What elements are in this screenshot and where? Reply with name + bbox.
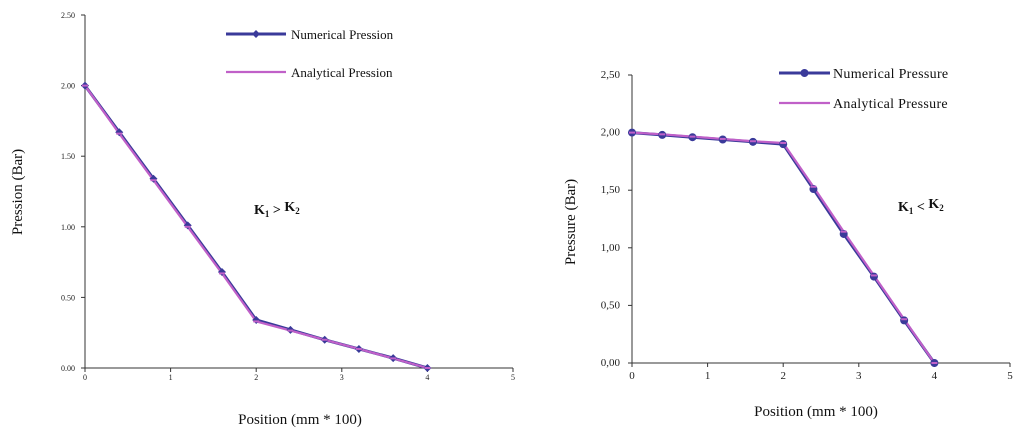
- x-tick-label: 4: [425, 373, 429, 382]
- annotation-text: K: [898, 200, 909, 215]
- x-tick-label: 3: [340, 373, 344, 382]
- x-tick-label: 2: [254, 373, 258, 382]
- annotation-text: <: [913, 200, 928, 215]
- annotation-subscript: 2: [295, 206, 300, 216]
- y-tick-label: 2.00: [61, 82, 75, 91]
- y-axis-label: Pressure (Bar): [563, 179, 579, 265]
- series-line: [631, 131, 936, 364]
- y-tick-label: 1,00: [601, 242, 621, 254]
- series-line: [84, 84, 428, 370]
- annotation-text: K: [254, 203, 265, 218]
- x-tick-label: 3: [856, 370, 862, 382]
- right-chart: 0,00 0,50 1,00 1,50 2,00 2,50 0 1 2 3 4 5 Position (…: [563, 67, 1013, 420]
- series-line: [631, 131, 936, 364]
- y-tick-label: 1,50: [601, 184, 621, 196]
- legend-marker: [800, 69, 809, 77]
- x-tick-label: 1: [705, 370, 711, 382]
- annotation-text: >: [269, 203, 284, 218]
- x-axis-label: Position (mm * 100): [754, 404, 878, 420]
- y-tick-label: 0.00: [61, 364, 75, 373]
- left-chart: 0.00 0.50 1.00 1.50 2.00 2.50 0 1 2 3 4 5 Position (…: [10, 11, 515, 428]
- y-axis-label: Pression (Bar): [10, 149, 26, 235]
- x-tick-label: 0: [83, 373, 87, 382]
- x-tick-label: 5: [1007, 370, 1013, 382]
- legend-label: Numerical Pression: [291, 27, 394, 42]
- annotation-subscript: 2: [939, 203, 944, 213]
- condition-annotation: K1 < K2: [898, 197, 944, 216]
- y-tick-label: 2.50: [61, 11, 75, 20]
- y-tick-label: 2,50: [601, 69, 621, 81]
- annotation-text: K: [284, 200, 295, 215]
- y-tick-label: 0.50: [61, 293, 75, 302]
- y-tick-label: 2,00: [601, 127, 621, 139]
- legend-label: Analytical Pression: [291, 65, 393, 80]
- x-tick-label: 0: [629, 370, 635, 382]
- annotation-subscript: 1: [265, 209, 270, 219]
- x-tick-label: 4: [932, 370, 938, 382]
- series-line: [83, 84, 428, 370]
- data-point: [779, 140, 788, 149]
- legend-label: Numerical Pressure: [833, 67, 948, 82]
- x-tick-label: 5: [511, 373, 515, 382]
- legend-label: Analytical Pressure: [833, 97, 948, 112]
- data-point: [869, 272, 878, 281]
- condition-annotation: K1 > K2: [254, 200, 300, 219]
- y-tick-label: 1.00: [61, 223, 75, 232]
- data-point: [900, 316, 909, 325]
- x-tick-label: 1: [169, 373, 173, 382]
- x-tick-label: 2: [780, 370, 786, 382]
- y-tick-label: 0,50: [601, 299, 621, 311]
- x-axis-label: Position (mm * 100): [238, 412, 362, 428]
- y-tick-label: 1.50: [61, 152, 75, 161]
- legend-marker: [252, 30, 260, 38]
- annotation-text: K: [928, 197, 939, 212]
- y-tick-label: 0,00: [601, 357, 621, 369]
- annotation-subscript: 1: [909, 206, 914, 216]
